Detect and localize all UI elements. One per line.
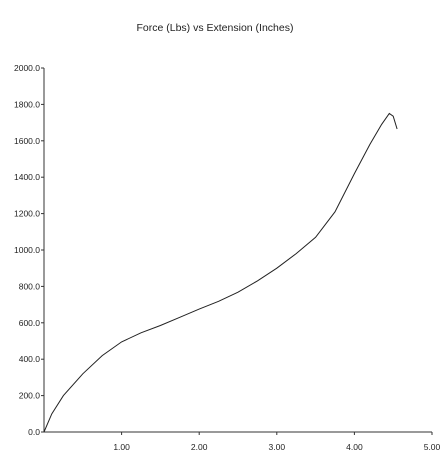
x-tick-label: 3.00 (269, 442, 286, 452)
y-tick-label: 2000.0 (14, 63, 40, 73)
chart-title: Force (Lbs) vs Extension (Inches) (137, 22, 294, 34)
y-tick-label: 1200.0 (14, 209, 40, 219)
y-tick-label: 0.0 (28, 427, 40, 437)
x-tick-label: 2.00 (191, 442, 208, 452)
y-tick-label: 400.0 (19, 354, 41, 364)
y-tick-label: 1400.0 (14, 172, 40, 182)
y-tick-label: 800.0 (19, 281, 41, 291)
y-tick-label: 1600.0 (14, 136, 40, 146)
x-tick-label: 4.00 (346, 442, 363, 452)
x-tick-label: 5.00 (424, 442, 441, 452)
y-tick-label: 600.0 (19, 318, 41, 328)
y-tick-label: 1000.0 (14, 245, 40, 255)
y-tick-label: 1800.0 (14, 99, 40, 109)
series-line (43, 112, 398, 433)
y-tick-label: 200.0 (19, 391, 41, 401)
x-tick-label: 1.00 (113, 442, 130, 452)
